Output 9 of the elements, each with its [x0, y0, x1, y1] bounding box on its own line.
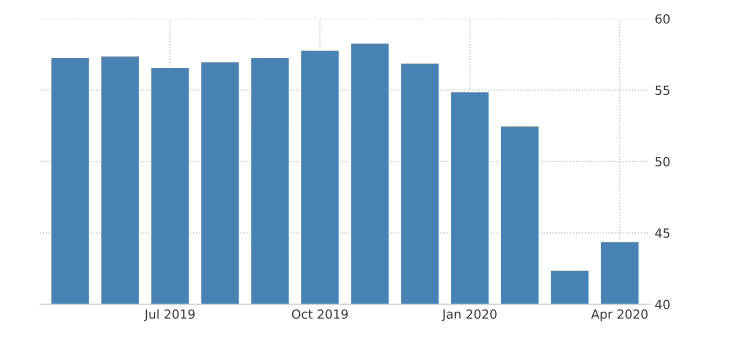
x-tick-label: Apr 2020	[591, 309, 648, 322]
y-tick-label: 45	[655, 228, 670, 238]
y-tick-label: 50	[656, 156, 670, 166]
x-tick-label: Jul 2019	[144, 309, 195, 322]
y-tick-label: 55	[656, 86, 670, 96]
x-tick-label: Jan 2020	[442, 309, 497, 322]
y-tick-label: 40	[655, 300, 670, 310]
x-tick-label: Oct 2019	[292, 309, 348, 319]
y-tick-label: 60	[655, 14, 670, 24]
